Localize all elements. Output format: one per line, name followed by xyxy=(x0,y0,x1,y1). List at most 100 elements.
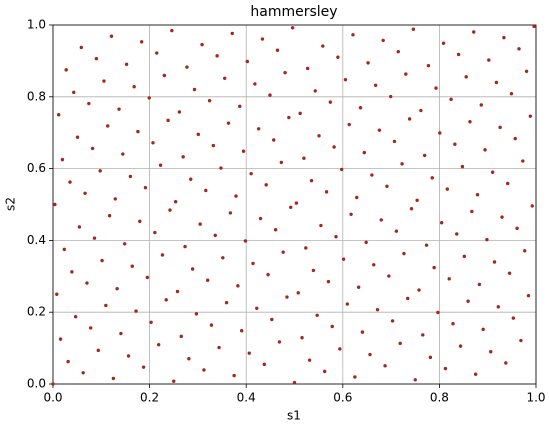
point xyxy=(153,230,157,235)
point xyxy=(277,340,282,344)
point xyxy=(356,285,361,289)
point xyxy=(517,47,521,51)
point xyxy=(215,54,219,58)
point xyxy=(504,361,508,365)
point xyxy=(522,249,527,253)
point xyxy=(90,146,95,151)
point xyxy=(241,149,246,153)
point xyxy=(83,191,87,195)
point xyxy=(55,292,59,296)
point xyxy=(175,289,180,294)
point xyxy=(341,257,346,261)
point xyxy=(355,195,359,200)
point xyxy=(177,110,182,114)
point xyxy=(428,355,433,360)
point xyxy=(360,330,365,334)
point xyxy=(487,58,491,62)
point xyxy=(143,185,148,190)
point xyxy=(289,205,293,210)
point xyxy=(438,131,442,135)
point xyxy=(296,291,300,295)
point xyxy=(530,204,534,208)
point xyxy=(136,129,140,134)
point xyxy=(98,169,102,173)
point xyxy=(336,55,340,59)
point xyxy=(500,215,504,219)
point xyxy=(290,26,295,30)
point xyxy=(164,298,168,302)
point xyxy=(447,277,451,281)
point xyxy=(375,307,380,312)
point xyxy=(245,59,250,64)
point xyxy=(162,73,167,78)
point xyxy=(515,226,519,231)
point xyxy=(228,211,233,215)
point xyxy=(432,265,436,270)
point xyxy=(387,274,391,278)
point xyxy=(419,108,423,113)
point xyxy=(383,364,387,368)
point xyxy=(475,192,480,197)
point xyxy=(519,338,523,343)
point xyxy=(485,237,489,242)
point xyxy=(404,72,408,76)
point xyxy=(406,296,410,301)
point xyxy=(200,42,204,47)
point xyxy=(211,143,216,148)
point xyxy=(426,63,431,68)
point xyxy=(409,207,414,211)
point xyxy=(134,309,138,313)
point xyxy=(264,183,268,187)
point xyxy=(238,104,242,109)
point xyxy=(472,30,476,34)
point xyxy=(300,336,304,340)
point xyxy=(73,314,78,319)
point xyxy=(56,113,61,117)
point xyxy=(389,94,393,99)
point xyxy=(158,163,163,167)
point xyxy=(347,122,351,127)
point xyxy=(483,148,487,152)
point xyxy=(319,223,323,228)
point xyxy=(422,153,427,158)
point xyxy=(502,35,506,40)
point xyxy=(68,180,72,184)
x-axis-label: s1 xyxy=(287,409,301,423)
y-tick-label: 1.0 xyxy=(27,18,46,32)
point xyxy=(396,49,400,54)
point xyxy=(379,218,383,222)
point xyxy=(456,52,461,57)
point xyxy=(524,69,529,73)
point xyxy=(509,92,514,96)
point xyxy=(141,365,146,369)
point xyxy=(206,278,210,282)
point xyxy=(468,120,472,124)
point xyxy=(204,188,208,193)
point xyxy=(58,337,63,341)
x-tick-label: 0.8 xyxy=(430,391,449,405)
point xyxy=(119,331,123,336)
point xyxy=(258,216,263,221)
point xyxy=(185,65,189,69)
x-tick-label: 1.0 xyxy=(526,391,545,405)
point xyxy=(183,244,187,249)
point xyxy=(102,79,106,83)
point xyxy=(479,103,483,107)
point xyxy=(358,106,363,110)
point xyxy=(462,254,467,259)
point xyxy=(239,329,244,333)
point xyxy=(368,352,372,357)
point xyxy=(272,138,276,142)
point xyxy=(138,219,142,224)
point xyxy=(285,295,289,299)
point xyxy=(449,97,453,102)
point xyxy=(281,250,285,254)
point xyxy=(343,77,348,82)
point xyxy=(130,264,134,268)
point xyxy=(364,240,368,245)
point xyxy=(287,115,291,120)
point xyxy=(317,134,321,138)
point xyxy=(196,132,200,137)
point xyxy=(221,256,225,260)
point xyxy=(489,350,493,354)
